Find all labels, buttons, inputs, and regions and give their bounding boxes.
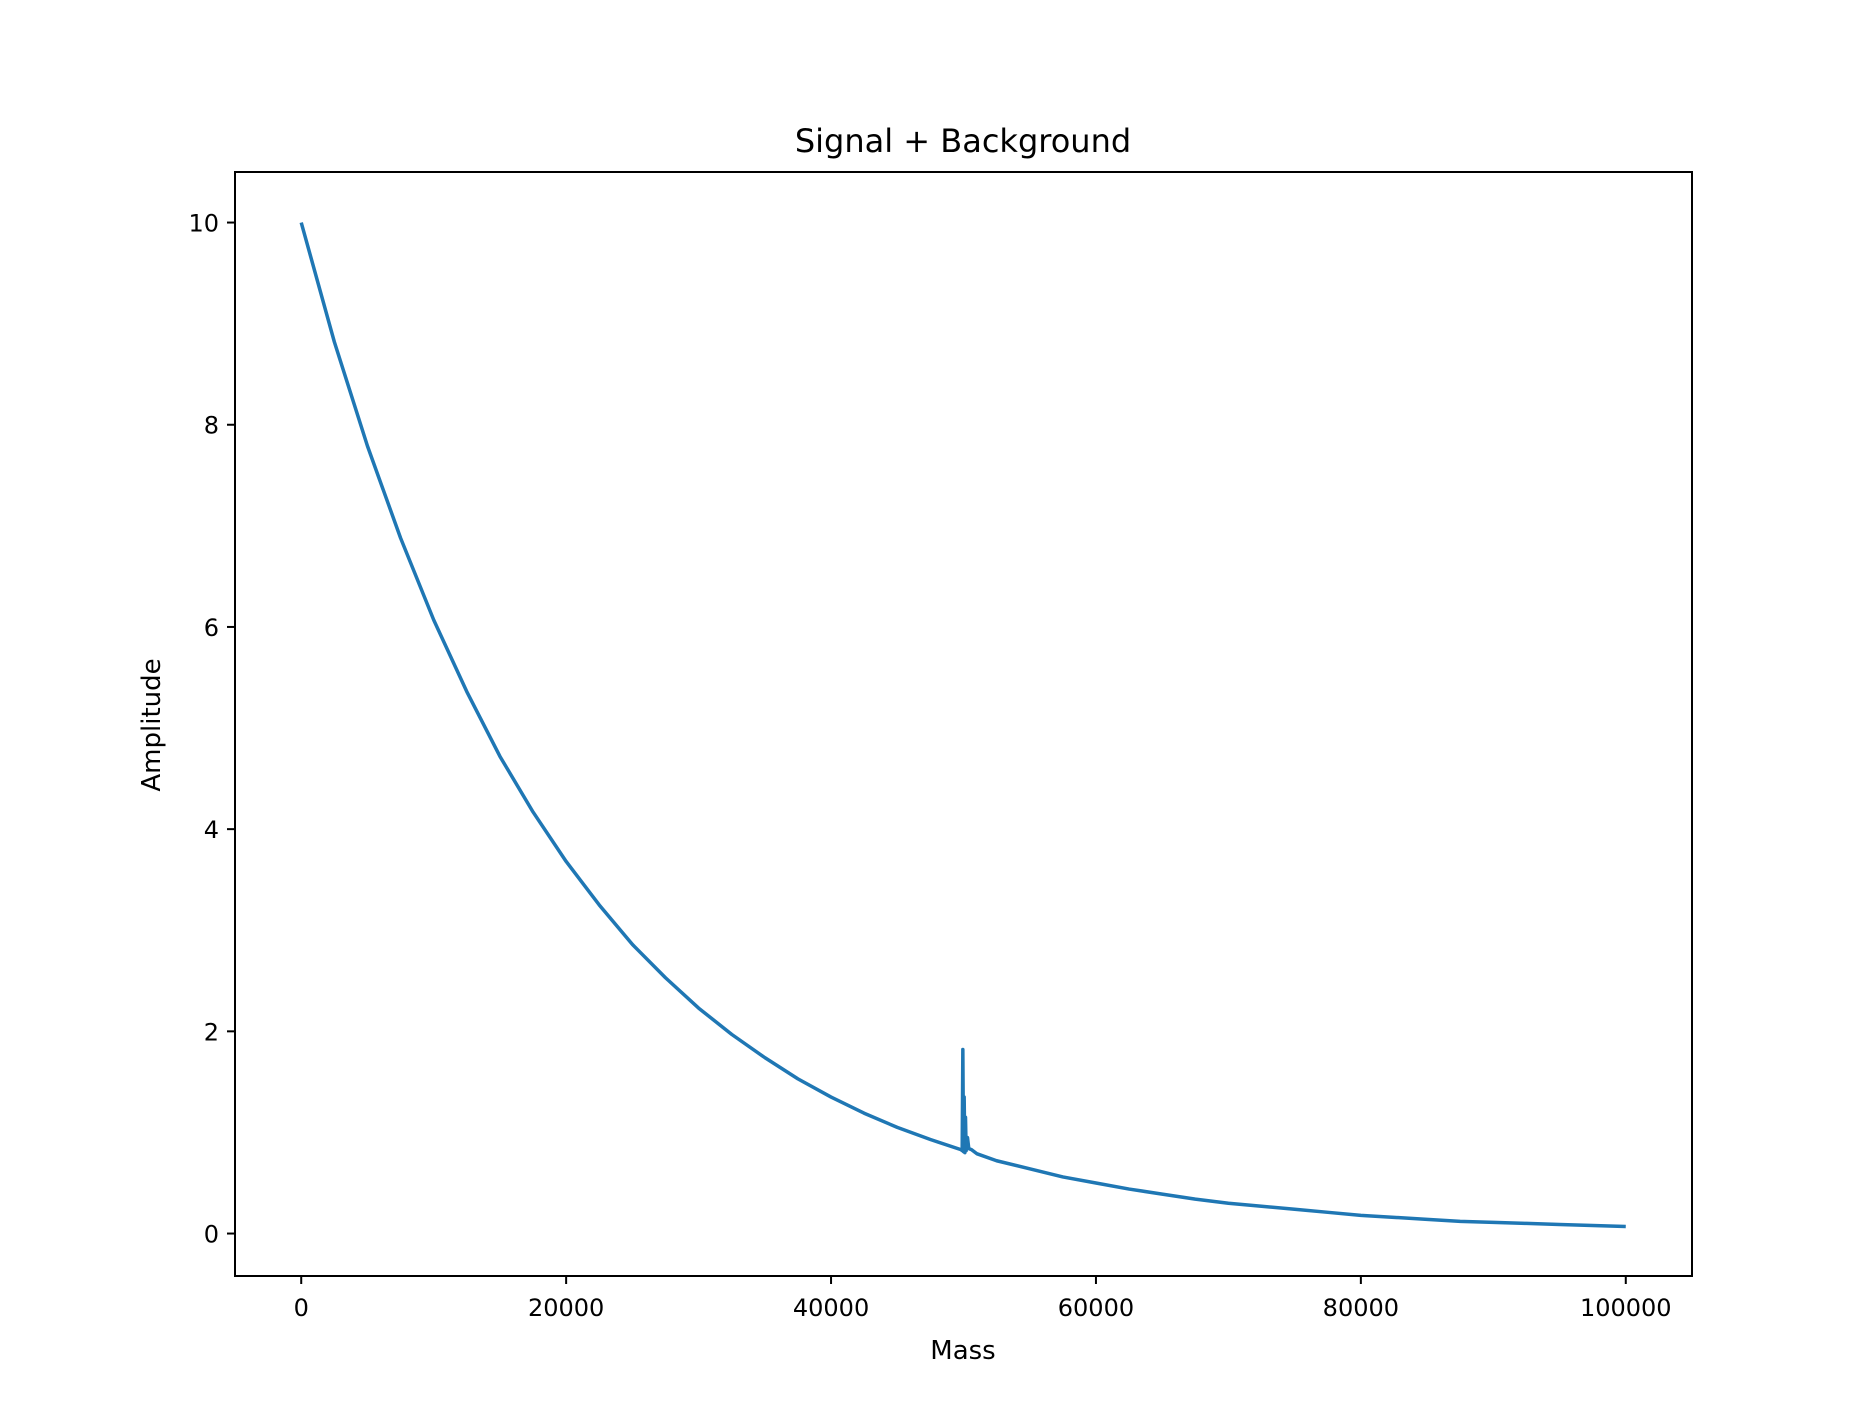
y-tick-label: 2 (204, 1018, 219, 1046)
y-tick-label: 8 (204, 412, 219, 440)
x-tick-label: 40000 (793, 1294, 869, 1322)
x-tick-label: 80000 (1323, 1294, 1399, 1322)
plot-area (299, 222, 1626, 1229)
x-tick-label: 20000 (528, 1294, 604, 1322)
chart-title: Signal + Background (795, 122, 1131, 160)
y-axis-label: Amplitude (137, 658, 167, 791)
y-tick-label: 10 (188, 210, 219, 238)
x-tick-label: 100000 (1580, 1294, 1672, 1322)
x-tick-label: 0 (294, 1294, 309, 1322)
x-axis-label: Mass (930, 1336, 995, 1366)
series-line-0 (299, 222, 1626, 1229)
y-tick-label: 4 (204, 816, 219, 844)
plot-frame (234, 171, 1693, 1277)
x-tick-label: 60000 (1058, 1294, 1134, 1322)
x-axis: 0 20000 40000 60000 80000 100000 (294, 1276, 1672, 1322)
y-tick-label: 0 (204, 1221, 219, 1249)
y-axis: 0 2 4 6 8 10 (188, 210, 235, 1249)
y-tick-label: 6 (204, 614, 219, 642)
